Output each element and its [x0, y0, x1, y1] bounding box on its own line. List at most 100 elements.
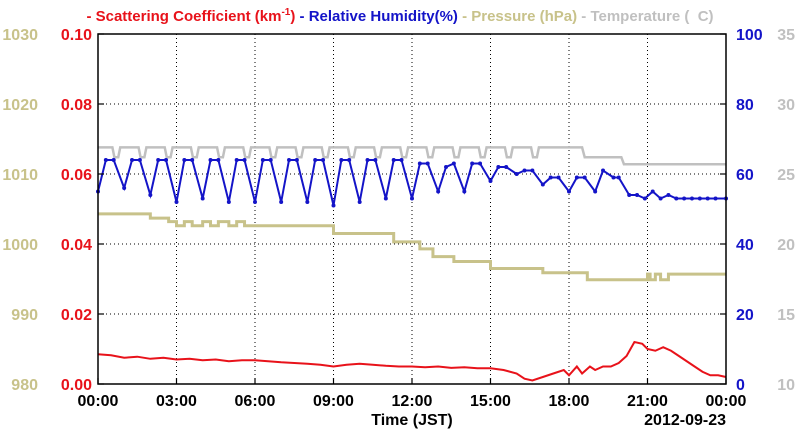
humidity-point — [682, 196, 687, 201]
humidity-point — [635, 193, 640, 197]
humidity-point — [130, 158, 135, 162]
humidity-point — [253, 200, 257, 204]
humidity-point — [658, 196, 663, 201]
x-tick-label: 18:00 — [549, 393, 590, 410]
pressure-tick-label: 1020 — [2, 97, 38, 114]
humidity-point — [174, 200, 179, 204]
temperature-tick-label: 20 — [777, 237, 795, 254]
scattering-tick-label: 0.02 — [61, 307, 92, 324]
series-layer — [96, 146, 728, 382]
temperature-tick-label: 25 — [777, 167, 795, 184]
pressure-tick-label: 1000 — [2, 237, 38, 254]
humidity-point — [548, 175, 553, 180]
humidity-point — [190, 158, 195, 162]
humidity-point — [444, 165, 449, 169]
humidity-point — [650, 189, 655, 194]
humidity-point — [540, 182, 545, 187]
humidity-tick-label: 40 — [736, 237, 754, 254]
humidity-point — [164, 158, 169, 162]
humidity-point — [504, 165, 509, 169]
humidity-point — [470, 161, 475, 166]
humidity-point — [391, 158, 396, 162]
humidity-point — [642, 196, 647, 201]
scattering-tick-label: 0.08 — [61, 97, 92, 114]
series-line-pressure — [98, 212, 726, 282]
humidity-tick-label: 80 — [736, 97, 754, 114]
humidity-tick-label: 0 — [736, 377, 745, 394]
pressure-tick-label: 980 — [11, 377, 38, 394]
humidity-point — [260, 158, 265, 162]
humidity-point — [496, 165, 501, 169]
temperature-tick-label: 30 — [777, 97, 795, 114]
x-tick-label: 15:00 — [470, 393, 511, 410]
humidity-point — [357, 200, 362, 204]
scattering-tick-label: 0.04 — [61, 237, 92, 254]
humidity-point — [339, 158, 344, 162]
x-tick-label: 12:00 — [392, 393, 433, 410]
humidity-point — [305, 200, 310, 204]
humidity-point — [268, 158, 273, 162]
legend: - Scattering Coefficient (km-1) - Relati… — [86, 7, 713, 25]
pressure-tick-label: 1010 — [2, 167, 38, 184]
humidity-point — [593, 189, 598, 194]
humidity-point — [111, 158, 116, 162]
scattering-tick-label: 0.10 — [61, 27, 92, 44]
legend-item-pressure: - Pressure (hPa) — [458, 8, 577, 25]
series-line-humidity — [97, 159, 726, 206]
humidity-point — [216, 158, 221, 162]
legend-suffix: C) — [689, 8, 713, 25]
humidity-point — [616, 175, 621, 180]
humidity-point — [148, 193, 153, 197]
humidity-point — [242, 158, 247, 162]
humidity-point — [522, 168, 527, 173]
humidity-point — [234, 158, 239, 162]
humidity-point — [611, 175, 616, 180]
humidity-point — [674, 196, 679, 201]
humidity-point — [574, 175, 579, 180]
humidity-tick-label: 20 — [736, 307, 754, 324]
humidity-point — [287, 158, 292, 162]
humidity-point — [383, 196, 388, 201]
humidity-point — [208, 158, 213, 162]
x-tick-label: 06:00 — [235, 393, 276, 410]
humidity-point — [556, 175, 561, 180]
humidity-point — [365, 158, 370, 162]
humidity-point — [530, 168, 535, 173]
humidity-point — [331, 203, 336, 208]
scattering-tick-label: 0.06 — [61, 167, 92, 184]
humidity-point — [373, 158, 378, 162]
humidity-point — [436, 189, 441, 194]
x-tick-label: 03:00 — [156, 393, 197, 410]
humidity-point — [488, 179, 493, 183]
x-axis-label: Time (JST) — [371, 412, 453, 429]
date-label: 2012-09-23 — [644, 412, 726, 429]
temperature-tick-label: 35 — [777, 27, 795, 44]
humidity-point — [156, 158, 161, 162]
humidity-point — [313, 158, 318, 162]
legend-superscript: -1 — [281, 7, 290, 18]
x-tick-label: 00:00 — [706, 393, 747, 410]
y-axes-right: 0 20 40 60 80 100 10 15 20 25 30 35 — [720, 27, 795, 394]
humidity-point — [200, 196, 205, 201]
humidity-point — [705, 196, 710, 201]
x-tick-label: 09:00 — [313, 393, 354, 410]
humidity-point — [347, 158, 352, 162]
humidity-point — [425, 161, 430, 166]
humidity-point — [713, 196, 718, 201]
pressure-tick-label: 1030 — [2, 27, 38, 44]
grid — [98, 34, 726, 384]
humidity-point — [103, 158, 108, 162]
humidity-point — [478, 161, 483, 166]
humidity-point — [514, 172, 519, 176]
y-axes-left: 980 990 1000 1010 1020 1030 0.00 0.02 0.04 0.06 0.… — [2, 27, 104, 394]
pressure-tick-label: 990 — [11, 307, 38, 324]
humidity-tick-label: 100 — [736, 27, 763, 44]
x-tick-label: 00:00 — [78, 393, 119, 410]
legend-suffix: ) — [290, 8, 295, 25]
legend-item-temperature: - Temperature ( — [577, 8, 689, 25]
humidity-point — [417, 161, 422, 166]
series-line-temperature — [98, 146, 726, 166]
humidity-point — [137, 158, 142, 162]
humidity-point — [321, 158, 326, 162]
